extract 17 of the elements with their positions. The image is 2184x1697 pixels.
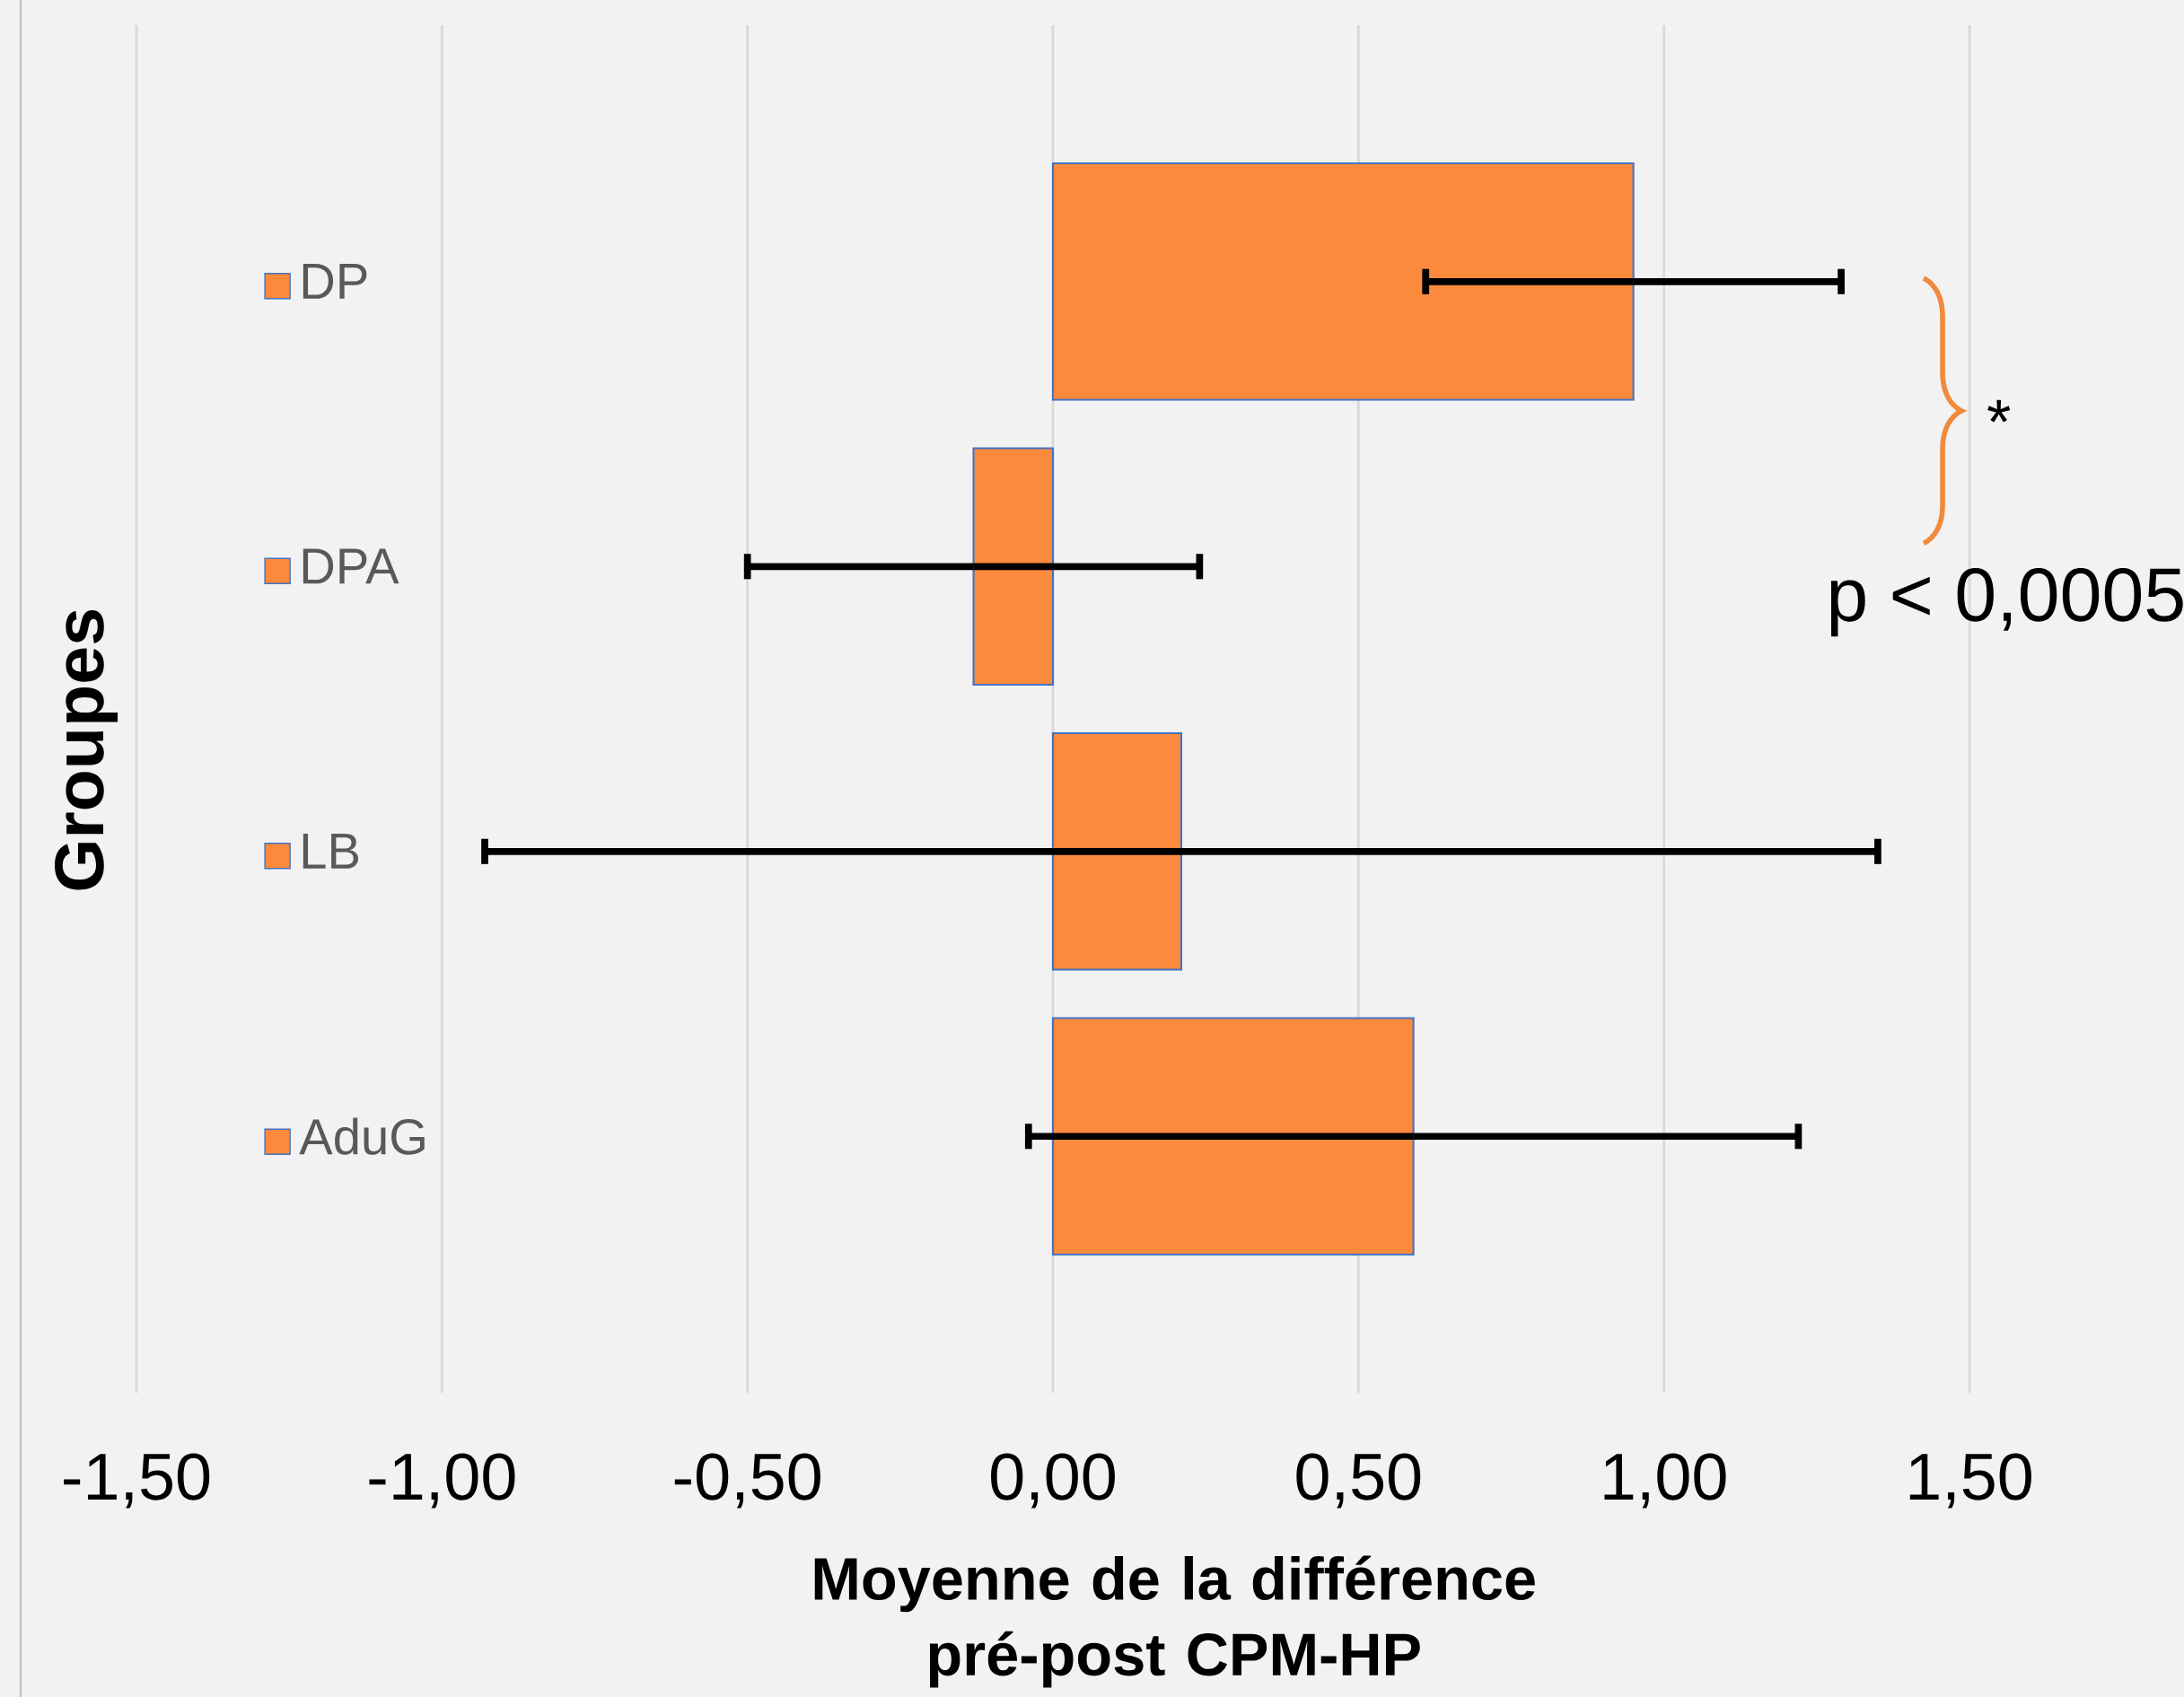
annotation: p < 0,0005 (1830, 567, 2183, 637)
y-tick-label: DPA (303, 548, 399, 584)
y-axis-title: Groupes (55, 609, 118, 890)
x-tick-label: -1,50 (64, 1453, 210, 1509)
text: * (1987, 399, 2011, 423)
y-tick-label: AduG (299, 1117, 425, 1155)
x-tick-label: 1,00 (1604, 1453, 1726, 1509)
bar (1051, 162, 1635, 401)
x-axis-title: Moyenne de la différence pré-post CPM-HP (814, 1555, 1535, 1688)
y-tick-label: LB (303, 834, 359, 869)
bar (1051, 731, 1182, 971)
x-tick-label: 1,50 (1909, 1453, 2031, 1509)
x-tick-label: 0,50 (1296, 1453, 1421, 1509)
x-tick-label: 0,00 (991, 1453, 1115, 1509)
x-tick-label: -0,50 (674, 1453, 820, 1509)
x-tick-label: -1,00 (369, 1453, 515, 1509)
y-tick-label: DP (303, 264, 367, 299)
